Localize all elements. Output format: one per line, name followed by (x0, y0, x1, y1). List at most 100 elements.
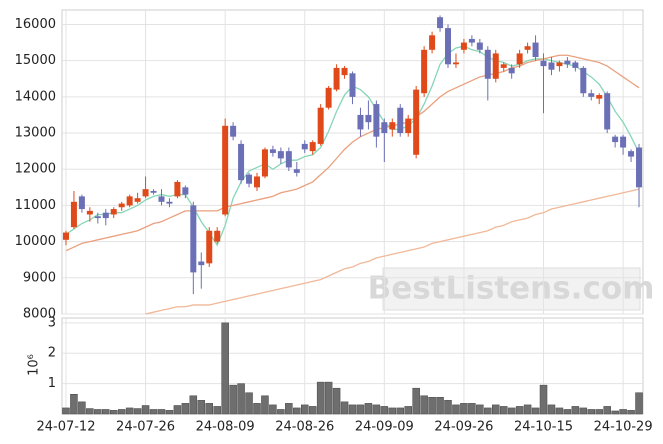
volume-bar (245, 392, 253, 415)
candle-body (580, 67, 587, 94)
x-tick-label: 24-07-12 (36, 420, 95, 435)
volume-bar (523, 404, 532, 415)
y-tick-label: 12000 (15, 162, 56, 177)
candle-body (413, 89, 420, 155)
candle-body (381, 122, 388, 134)
volume-bar (531, 407, 540, 415)
candle-body (333, 67, 340, 90)
candle-body (301, 143, 308, 150)
candle-body (468, 38, 475, 43)
candle-body (126, 196, 133, 206)
y-tick-label: 15000 (15, 53, 56, 68)
y-tick-label: 10000 (15, 234, 56, 249)
volume-bar (253, 403, 261, 415)
volume-bar (221, 322, 229, 415)
candle-body (190, 205, 197, 273)
volume-bar (595, 409, 603, 415)
volume-bar (539, 384, 548, 415)
volume-bar (484, 407, 492, 415)
volume-bar (277, 409, 285, 415)
candle-body (476, 42, 483, 50)
candle-body (564, 60, 571, 65)
volume-bar (102, 409, 110, 415)
candle-body (373, 104, 380, 137)
candle-body (118, 203, 125, 208)
candle-body (620, 136, 627, 148)
volume-bar (380, 406, 389, 415)
candle-body (134, 198, 141, 202)
candle-body (389, 122, 396, 130)
volume-bar (181, 403, 190, 415)
volume-bar (492, 404, 500, 415)
y-tick-label: 13000 (15, 126, 56, 141)
volume-bar (404, 406, 412, 415)
candle-body (437, 17, 444, 29)
volume-bar (237, 383, 245, 415)
x-tick-label: 24-08-09 (196, 420, 255, 435)
volume-bar (356, 404, 365, 415)
y-tick-label: 16000 (15, 17, 56, 32)
volume-bar (611, 410, 619, 415)
volume-bar (197, 400, 206, 415)
volume-bar (229, 384, 237, 415)
y-tick-label: 11000 (15, 198, 56, 213)
volume-bar (70, 394, 78, 415)
candle-body (94, 216, 101, 219)
candle-body (524, 46, 531, 50)
candle-body (222, 125, 229, 215)
y-tick-label: 14000 (15, 89, 56, 104)
candle-body (508, 67, 515, 74)
volume-bar (324, 381, 333, 415)
volume-bar (205, 403, 213, 415)
candle-body (516, 53, 523, 65)
volume-bar (117, 409, 126, 415)
candle-body (317, 107, 324, 144)
candle-body (285, 151, 292, 168)
candle-body (349, 73, 356, 97)
candle-body (198, 261, 205, 266)
candle-body (596, 95, 603, 99)
volume-bar (412, 387, 420, 415)
volume-bar (563, 409, 572, 415)
volume-bar (62, 407, 70, 415)
candle-body (246, 174, 253, 184)
volume-bar (603, 406, 611, 415)
candle-body (269, 149, 276, 153)
y2-tick-label: 1 (48, 376, 56, 391)
candle-body (588, 93, 595, 97)
y2-tick-label: 3 (48, 315, 56, 330)
watermark: BestListens.com (368, 271, 655, 307)
volume-bar (507, 407, 516, 415)
candle-body (540, 60, 547, 67)
candle-body (150, 190, 157, 193)
candle-body (253, 176, 260, 188)
candle-body (604, 93, 611, 130)
volume-bar (269, 404, 277, 415)
volume-bar (285, 403, 293, 415)
candle-body (484, 49, 491, 79)
candle-body (532, 42, 539, 58)
volume-bar (165, 410, 174, 415)
volume-bar (499, 406, 508, 415)
volume-bar (293, 407, 301, 415)
x-tick-label: 24-09-26 (434, 420, 493, 435)
volume-bar (157, 409, 166, 415)
y2-axis-label: 10⁶ (27, 354, 42, 376)
volume-bar (316, 381, 325, 415)
volume-bar (547, 404, 556, 415)
volume-bar (125, 407, 134, 415)
volume-bar (515, 406, 524, 415)
y2-tick-label: 2 (48, 346, 56, 361)
volume-bar (619, 409, 627, 415)
candle-body (206, 230, 213, 264)
candle-body (628, 151, 635, 157)
volume-bar (78, 401, 86, 415)
volume-bar (261, 395, 269, 415)
candle-body (405, 118, 412, 134)
candle-body (452, 62, 459, 65)
candle-body (572, 62, 579, 68)
volume-bar (627, 410, 635, 415)
volume-bar (587, 409, 596, 415)
volume-bar (635, 392, 643, 415)
